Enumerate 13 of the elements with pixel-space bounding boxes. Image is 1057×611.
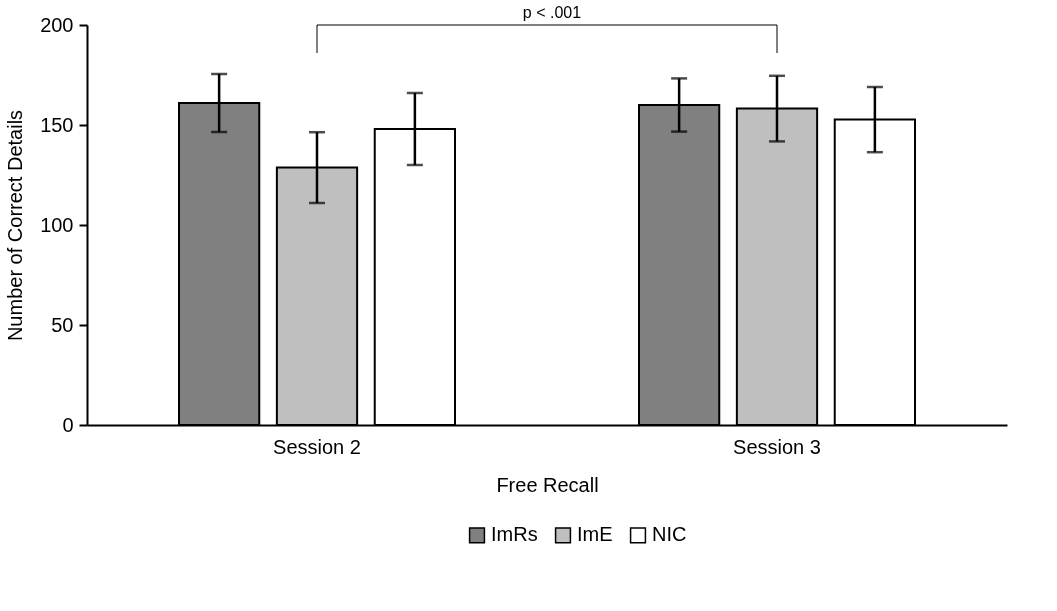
y-tick-label: 0 (62, 413, 74, 436)
y-tick-label: 200 (40, 13, 74, 36)
legend-label: NIC (652, 523, 687, 546)
text: p < .001 (522, 4, 582, 21)
x-tick-label: Session 3 (733, 435, 821, 458)
x-tick-label: Session 2 (273, 435, 361, 458)
legend-label: ImRs (491, 523, 538, 546)
y-tick-label: 50 (51, 313, 74, 336)
x-axis-title: Free Recall (496, 473, 599, 496)
y-axis-title: Number of Correct Details (4, 109, 27, 342)
y-tick-label: 150 (40, 113, 74, 136)
y-tick-label: 100 (40, 213, 74, 236)
legend-label: ImE (577, 523, 613, 546)
